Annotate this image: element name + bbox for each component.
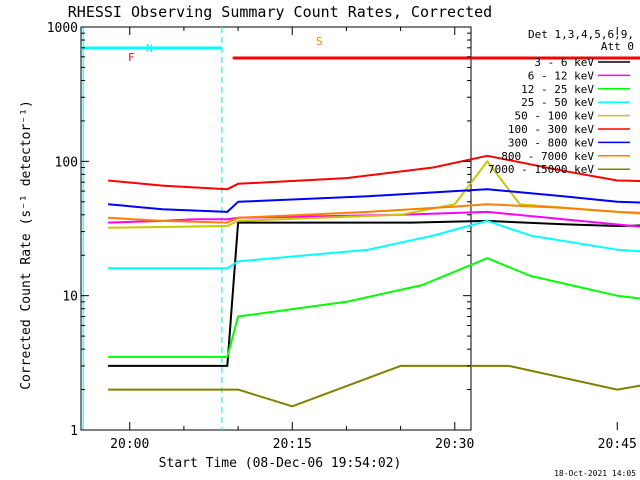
y-axis-label: Corrected Count Rate (s⁻¹ detector⁻¹) [19,100,34,390]
chart-title: RHESSI Observing Summary Count Rates, Co… [68,3,492,21]
x-tick-label-0: 20:00 [110,437,149,452]
x-tick-label-1: 20:15 [273,437,312,452]
series-line-2-seg-0 [108,257,640,358]
flag-label-f: F [128,51,135,64]
y-tick-label-0: 1 [70,424,78,439]
legend-label-7: 800 - 7000 keV [501,150,594,163]
legend-label-5: 100 - 300 keV [508,123,594,136]
plot-frame [80,26,472,431]
x-axis-label: Start Time (08-Dec-06 19:54:02) [159,456,402,471]
x-tick-label-2: 20:30 [435,437,474,452]
legend-label-6: 300 - 800 keV [508,136,594,149]
legend-label-8: 7000 - 15000 keV [488,163,594,176]
legend-label-1: 6 - 12 keV [528,69,595,82]
legend-label-2: 12 - 25 keV [521,83,594,96]
legend-label-0: 3 - 6 keV [534,56,594,69]
flag-label-s: S [316,35,323,48]
legend-label-4: 50 - 100 keV [515,110,595,123]
y-tick-label-2: 100 [55,155,78,170]
series-line-3-seg-0 [108,219,640,270]
legend-header-line2: Att 0 [601,40,634,53]
flag-label-n: N [146,42,153,55]
series-line-8-seg-0 [108,364,640,408]
footer-date: 18-Oct-2021 14:05 [554,469,636,478]
series-line-7-seg-0 [108,203,640,224]
y-tick-label-3: 1000 [47,21,78,36]
series-line-5-seg-0 [108,154,640,191]
series-line-6-seg-0 [108,188,640,213]
x-tick-label-3: 20:45 [598,437,637,452]
legend-header-line1: Det 1,3,4,5,6,9, [528,28,634,41]
series-line-0-seg-0 [108,219,640,367]
y-tick-label-1: 10 [62,290,78,305]
legend-label-3: 25 - 50 keV [521,96,594,109]
